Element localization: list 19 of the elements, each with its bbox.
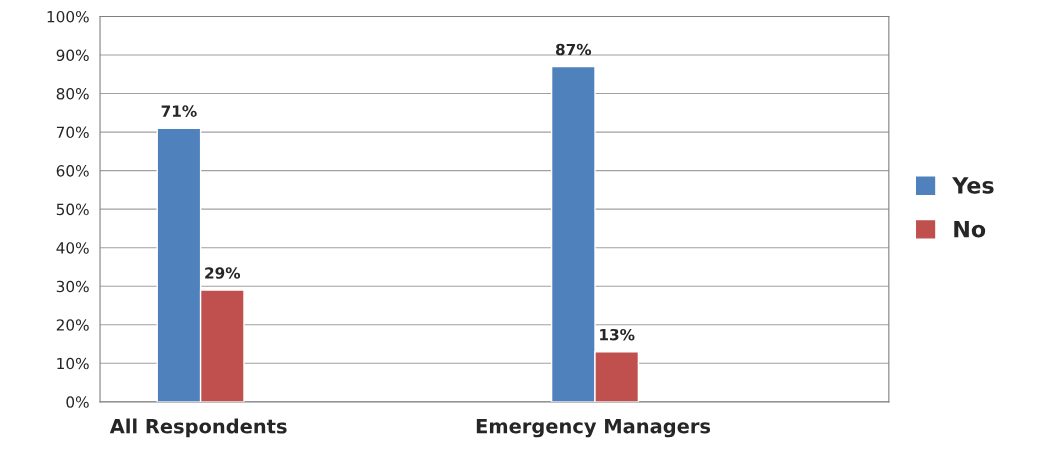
x-tick-label: All Respondents bbox=[109, 418, 287, 438]
y-tick-label: 100% bbox=[47, 10, 89, 23]
y-tick-label: 50% bbox=[56, 203, 89, 216]
legend-label: No bbox=[954, 220, 986, 238]
y-tick-label: 90% bbox=[56, 49, 89, 62]
y-tick-label: 60% bbox=[56, 165, 89, 177]
data-label: 29% bbox=[205, 267, 241, 279]
data-label: 71% bbox=[161, 105, 197, 117]
y-tick-label: 40% bbox=[56, 242, 89, 254]
legend-label: Yes bbox=[952, 177, 994, 194]
data-label: 87% bbox=[555, 43, 592, 56]
x-tick-label: Emergency Managers bbox=[476, 418, 711, 438]
y-tick-label: 20% bbox=[56, 319, 89, 331]
y-tick-label: 70% bbox=[56, 126, 89, 139]
data-label: 13% bbox=[600, 328, 635, 341]
y-tick-label: 30% bbox=[56, 280, 89, 293]
y-tick-label: 10% bbox=[57, 357, 89, 370]
y-tick-label: 0% bbox=[66, 396, 89, 408]
y-tick-label: 80% bbox=[56, 88, 89, 100]
